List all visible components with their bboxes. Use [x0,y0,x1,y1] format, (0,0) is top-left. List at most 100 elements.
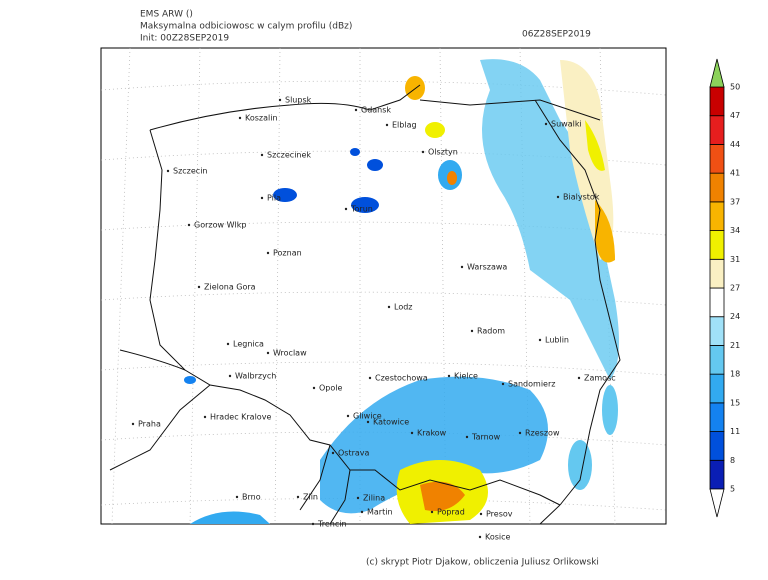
city-label: Szczecin [173,167,208,176]
city-labels: Slupsk Gdansk Koszalin Elblag Suwalki Sz… [131,96,616,542]
city-dot [311,522,315,526]
city-dot [166,169,170,173]
city-dot [366,420,370,424]
city-label: Poprad [437,508,465,517]
city-label: Lublin [545,336,569,345]
colorbar-box [709,230,725,260]
colorbar-label: 41 [730,169,740,178]
city-label: Czestochowa [375,374,428,383]
colorbar-label: 50 [730,83,740,92]
city-dot [465,435,469,439]
colorbar-over [709,58,725,88]
city-dot [356,496,360,500]
city-dot [544,122,548,126]
city-dot [187,223,191,227]
city-dot [131,422,135,426]
colorbar-box [709,431,725,461]
city-label: Suwalki [551,120,582,129]
city-label: Ostrava [338,449,370,458]
city-dot [518,431,522,435]
city-label: Warszawa [467,263,507,272]
city-dot [226,342,230,346]
city-dot [478,535,482,539]
init-time: Init: 00Z28SEP2019 [140,34,229,44]
city-label: Martin [367,508,393,517]
colorbar-box [709,316,725,346]
colorbar-label: 27 [730,284,740,293]
city-label: Bialystok [563,193,600,202]
city-label: Tarnow [471,433,501,442]
colorbar-box [709,402,725,432]
city-dot [278,98,282,102]
city-label: Praha [138,420,161,429]
colorbar-label: 5 [730,485,735,494]
colorbar-label: 44 [730,140,740,149]
city-label: Zlin [303,493,318,502]
city-dot [296,495,300,499]
city-dot [344,207,348,211]
city-dot [360,510,364,514]
city-label: Elblag [392,121,417,130]
city-label: Gorzow Wlkp [194,221,246,230]
city-dot [260,153,264,157]
city-dot [385,123,389,127]
field-name: Maksymalna odbiciowosc w calym profilu (… [140,22,352,32]
colorbar-label: 37 [730,197,740,206]
colorbar-label: 31 [730,255,740,264]
city-label: Szczecinek [267,151,311,160]
city-label: Legnica [233,340,264,349]
city-label: Zilina [363,494,385,503]
city-label: Kielce [454,372,478,381]
city-label: Rzeszow [525,429,560,438]
city-dot [331,451,335,455]
colorbar-box [709,86,725,117]
city-label: Hradec Kralove [210,413,271,422]
footer-credit: (c) skrypt Piotr Djakow, obliczenia Juli… [366,558,599,568]
city-dot [387,305,391,309]
colorbar-label: 11 [730,427,740,436]
colorbar-box [709,144,725,174]
city-dot [266,351,270,355]
city-label: Torun [350,205,373,214]
colorbar-label: 47 [730,111,740,120]
city-dot [346,414,350,418]
colorbar-box [709,287,725,318]
city-dot [410,431,414,435]
city-label: Koszalin [245,114,278,123]
city-dot [538,338,542,342]
city-dot [203,415,207,419]
city-label: Gdansk [361,106,391,115]
city-dot [501,382,505,386]
city-label: Krakow [417,429,447,438]
city-label: Radom [477,327,505,336]
city-dot [447,374,451,378]
city-dot [266,251,270,255]
city-label: Slupsk [285,96,312,105]
city-label: Pila [267,194,281,203]
valid-time: 06Z28SEP2019 [522,30,591,40]
city-dot [197,285,201,289]
city-label: Katowice [373,418,409,427]
city-label: Sandomierz [508,380,555,389]
city-dot [430,510,434,514]
city-dot [556,195,560,199]
city-dot [368,376,372,380]
city-label: Poznan [273,249,302,258]
city-label: Zielona Gora [204,283,256,292]
borders [109,84,621,525]
colorbar-box [709,115,725,145]
city-label: Presov [486,510,513,519]
colorbar-label: 24 [730,312,740,321]
colorbar-box [709,345,725,375]
colorbar-box [709,258,725,289]
city-label: Olsztyn [428,148,458,157]
city-label: Opole [319,384,342,393]
city-label: Gliwice [353,412,382,421]
city-label: Walbrzych [235,372,276,381]
city-dot [312,386,316,390]
city-label: Kosice [485,533,511,542]
city-dot [470,329,474,333]
city-dot [238,116,242,120]
